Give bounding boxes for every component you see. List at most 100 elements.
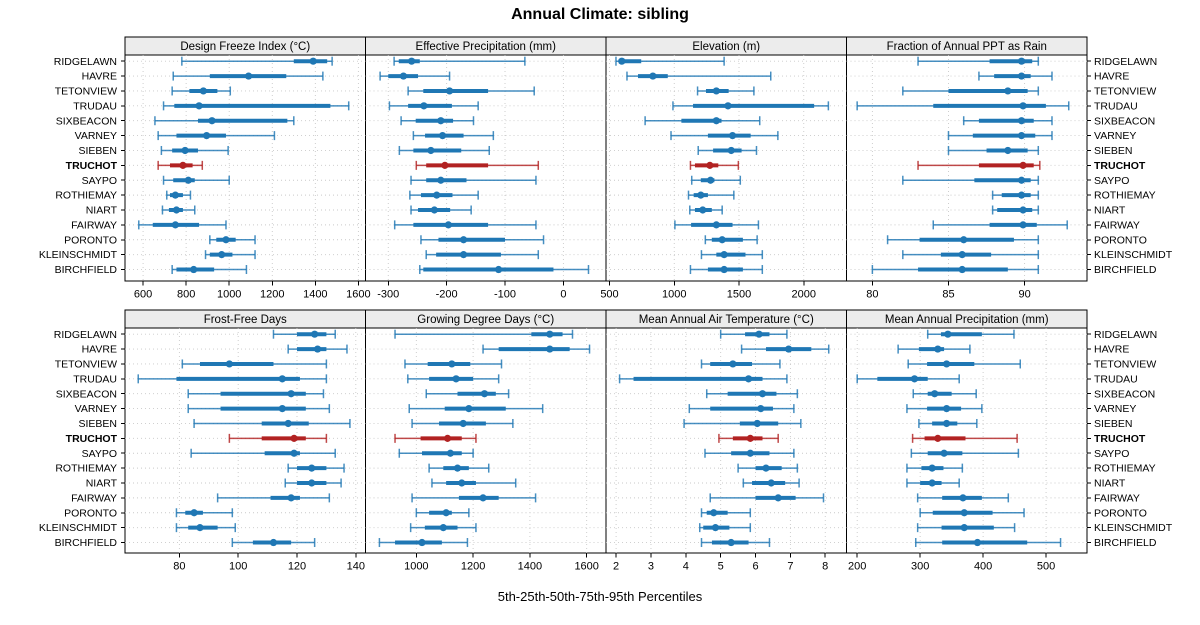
median-dot <box>444 221 452 229</box>
median-dot <box>287 390 295 398</box>
median-dot <box>278 405 286 413</box>
median-dot <box>774 494 782 502</box>
median-dot <box>960 524 968 532</box>
median-dot <box>720 251 728 259</box>
x-tick-label: 500 <box>1037 561 1055 573</box>
median-dot <box>727 538 735 547</box>
station-label-right: SAYPO <box>1094 448 1129 460</box>
panel-strip-label: Elevation (m) <box>692 41 760 53</box>
median-dot <box>287 494 295 502</box>
median-dot <box>458 479 466 487</box>
station-label-left: ROTHIEMAY <box>55 463 117 475</box>
station-label-right: SIXBEACON <box>1094 388 1155 400</box>
median-dot <box>1019 206 1027 214</box>
median-dot <box>931 390 939 398</box>
percentile-row-rothiemay <box>687 190 735 200</box>
percentile-row-havre <box>740 344 830 354</box>
percentile-row-truchot <box>911 433 1018 443</box>
station-label-right: TRUCHOT <box>1094 160 1146 172</box>
percentile-row-tetonview <box>171 86 232 96</box>
median-dot <box>446 449 454 457</box>
station-label-left: FAIRWAY <box>71 492 117 504</box>
percentile-row-trudau <box>162 101 350 111</box>
percentile-row-havre <box>978 71 1053 81</box>
median-dot <box>712 87 720 95</box>
station-label-right: NIART <box>1094 478 1126 490</box>
median-dot <box>744 375 753 383</box>
median-dot <box>1004 146 1012 155</box>
percentile-row-saypo <box>398 448 474 458</box>
percentile-row-truchot <box>415 160 540 170</box>
panel-plot <box>846 327 1088 554</box>
station-label-right: BIRCHFIELD <box>1094 264 1157 276</box>
percentile-row-poronto <box>209 235 256 245</box>
panel-strip-label: Frost-Free Days <box>204 314 287 326</box>
percentile-row-sieben <box>193 418 351 428</box>
x-tick-label: 1000 <box>404 561 428 573</box>
percentile-row-niart <box>742 478 800 488</box>
station-label-right: TETONVIEW <box>1094 359 1156 371</box>
percentile-row-rothiemay <box>409 190 479 200</box>
percentile-row-kleinschmidt <box>425 250 540 260</box>
x-tick-label: 6 <box>752 561 758 573</box>
median-dot <box>785 345 793 353</box>
panel-strip-label: Design Freeze Index (°C) <box>180 41 310 53</box>
percentile-row-rothiemay <box>906 463 964 473</box>
median-dot <box>309 57 317 65</box>
x-tick-label: 80 <box>173 561 185 573</box>
x-tick-label: 140 <box>347 561 365 573</box>
percentile-row-birchfield <box>915 538 1062 548</box>
percentile-row-ridgelawn <box>926 329 1015 339</box>
median-dot <box>184 176 192 184</box>
median-dot <box>203 132 211 140</box>
median-dot <box>940 449 948 457</box>
panel-strip-label: Effective Precipitation (mm) <box>416 41 557 53</box>
median-dot <box>1019 161 1027 169</box>
station-label-left: NIART <box>86 478 118 490</box>
x-tick-label: 85 <box>942 289 954 301</box>
station-label-left: TRUDAU <box>73 373 117 385</box>
percentile-row-rothiemay <box>166 190 192 200</box>
percentile-row-havre <box>897 344 971 354</box>
percentile-row-truchot <box>157 160 204 170</box>
x-tick-label: 200 <box>848 561 866 573</box>
station-label-left: PORONTO <box>64 507 117 519</box>
median-dot <box>1017 57 1026 65</box>
percentile-row-varney <box>412 131 495 141</box>
percentile-row-tetonview <box>902 86 1040 96</box>
x-tick-label: 1400 <box>303 289 327 301</box>
median-dot <box>746 434 754 442</box>
percentile-row-tetonview <box>696 86 755 96</box>
median-dot <box>960 236 968 244</box>
x-tick-label: 7 <box>787 561 793 573</box>
station-label-right: TRUDAU <box>1094 373 1138 385</box>
percentile-row-sixbeacon <box>962 116 1053 126</box>
median-dot <box>225 360 233 368</box>
percentile-row-rothiemay <box>737 463 799 473</box>
percentile-row-tetonview <box>181 359 328 369</box>
station-label-left: TETONVIEW <box>55 86 117 98</box>
station-label-right: RIDGELAWN <box>1094 329 1157 341</box>
station-label-left: NIART <box>86 205 118 217</box>
percentile-row-varney <box>408 404 544 414</box>
station-label-left: VARNEY <box>75 403 117 415</box>
median-dot <box>308 464 316 472</box>
median-dot <box>958 265 966 274</box>
percentile-row-fairway <box>916 493 1010 503</box>
station-label-right: ROTHIEMAY <box>1094 190 1156 202</box>
panel-strip-label: Growing Degree Days (°C) <box>417 314 554 326</box>
percentile-row-trudau <box>388 101 479 111</box>
median-dot <box>244 72 253 80</box>
x-tick-label: 1200 <box>260 289 284 301</box>
panel-plot <box>124 54 366 282</box>
percentile-row-sixbeacon <box>912 389 977 399</box>
panel-strip-label: Mean Annual Precipitation (mm) <box>885 314 1049 326</box>
percentile-row-niart <box>284 478 342 488</box>
median-dot <box>313 345 322 353</box>
axis-caption: 5th-25th-50th-75th-95th Percentiles <box>497 589 703 604</box>
percentile-row-poronto <box>919 508 1025 518</box>
median-dot <box>724 102 732 110</box>
percentile-row-poronto <box>415 508 470 518</box>
percentile-row-trudau <box>856 101 1070 111</box>
median-dot <box>459 251 468 259</box>
